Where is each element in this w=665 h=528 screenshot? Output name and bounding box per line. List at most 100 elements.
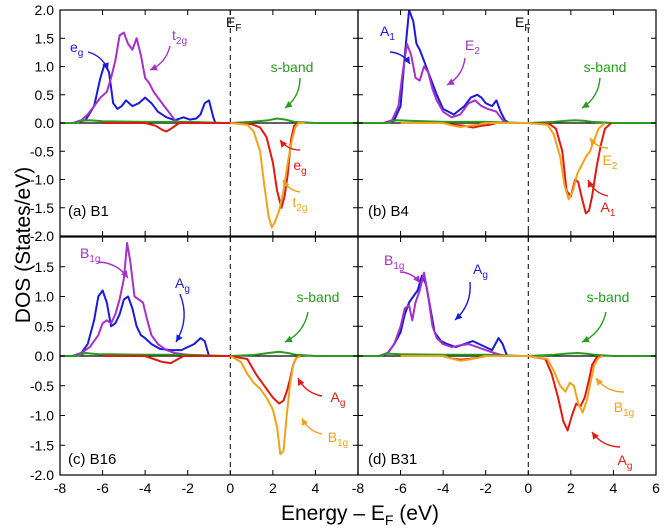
- arrow-head: [176, 334, 183, 342]
- series-a-1-down-: [400, 122, 612, 215]
- y-tick-label: -1.0: [30, 408, 54, 424]
- arrow-head: [455, 312, 463, 320]
- panel-1: -2.0 -1.5 -1.0 -0.5 0.0 0.5 1.0 1.5 2.0 (a) B1 eg t…: [30, 2, 359, 244]
- arrow-head: [280, 140, 287, 148]
- y-tick-label: -0.5: [30, 143, 54, 159]
- series-a-g: [72, 289, 210, 357]
- y-tick-label: 1.0: [35, 59, 55, 75]
- arrow-head: [587, 180, 595, 188]
- series-b-1g-down-: [400, 355, 604, 414]
- fermi-level-label: EF: [515, 14, 530, 34]
- x-axis-label: Energy – EF (eV): [281, 502, 439, 528]
- annotation-label: eg: [70, 39, 83, 59]
- annotation-label: Ag: [618, 452, 633, 472]
- y-tick-label: -1.5: [30, 200, 54, 216]
- x-tick-label: 0: [524, 480, 532, 496]
- series-t-2g: [72, 31, 197, 124]
- arrow-head: [596, 378, 603, 386]
- arrow-head: [298, 378, 305, 386]
- x-tick-label: -8: [54, 480, 67, 496]
- annotation-label: Ag: [473, 261, 488, 281]
- arrow-head: [590, 138, 597, 146]
- y-tick-label: -1.5: [30, 437, 54, 453]
- annotation-label: s-band: [584, 59, 627, 75]
- annotation-label: s-band: [297, 289, 340, 305]
- y-tick-label: -1.0: [30, 172, 54, 188]
- x-tick-label: -4: [139, 480, 152, 496]
- arrow-head: [403, 56, 410, 64]
- annotation-label: B1g: [328, 429, 348, 449]
- arrow-head: [283, 180, 290, 188]
- x-tick-label: -8: [352, 480, 365, 496]
- arrow-head: [447, 78, 455, 85]
- panel-3: -2.0 -1.5 -1.0 -0.5 0.0 0.5 1.0 1.5 -8 -6 -4 -2 0 2 4 (…: [30, 236, 359, 496]
- x-tick-label: -6: [394, 480, 407, 496]
- annotation-arrow: [581, 311, 607, 343]
- annotation-label: t2g: [292, 194, 307, 214]
- annotation-label: B1g: [80, 245, 100, 265]
- annotation-arrow: [301, 417, 323, 435]
- x-tick-label: 0: [226, 480, 234, 496]
- arrow-head: [582, 101, 590, 108]
- annotation-arrow: [149, 45, 171, 71]
- y-tick-label: 0.0: [35, 115, 55, 131]
- annotation-label: Ag: [175, 275, 190, 295]
- series-t-2g-down-: [230, 122, 305, 229]
- y-tick-label: -0.5: [30, 378, 54, 394]
- y-tick-label: 0.5: [35, 87, 55, 103]
- y-tick-label: 0.0: [35, 348, 55, 364]
- y-tick-label: 2.0: [35, 2, 55, 18]
- series-a-1: [383, 10, 510, 124]
- annotation-label: A1: [380, 23, 395, 43]
- annotation-label: B1g: [614, 399, 634, 419]
- y-tick-label: 1.5: [35, 30, 55, 46]
- series-e-2-down-: [400, 122, 606, 201]
- x-tick-label: -2: [479, 480, 492, 496]
- annotation-label: t2g: [172, 27, 187, 47]
- plot-layer: -2.0 -1.5 -1.0 -0.5 0.0 0.5 1.0 1.5 2.0 (a) B1 eg t…: [30, 2, 660, 496]
- series-a-g-down-: [400, 355, 602, 432]
- y-tick-label: -2.0: [30, 467, 54, 483]
- x-tick-label: 4: [312, 480, 320, 496]
- x-tick-label: -4: [437, 480, 450, 496]
- arrow-head: [285, 335, 293, 343]
- arrow-head: [102, 62, 109, 70]
- annotation-label: Ag: [331, 389, 346, 409]
- series-b-1g: [72, 242, 199, 357]
- annotation-label: E2: [465, 37, 480, 57]
- x-tick-label: 2: [567, 480, 575, 496]
- arrow-head: [121, 270, 128, 278]
- annotation-label: s-band: [271, 59, 314, 75]
- arrow-head: [285, 101, 293, 108]
- arrow-head: [301, 418, 309, 426]
- panel-label: (a) B1: [68, 203, 109, 220]
- y-tick-label: 1.5: [35, 259, 55, 275]
- x-tick-label: 2: [269, 480, 277, 496]
- x-tick-label: -6: [96, 480, 109, 496]
- annotation-arrow: [587, 179, 609, 197]
- series-b-1g: [378, 271, 508, 357]
- series-b-1g-down-: [229, 355, 301, 456]
- annotation-label: eg: [293, 157, 306, 177]
- panel-label: (c) B16: [68, 451, 116, 468]
- y-tick-label: 0.5: [35, 318, 55, 334]
- arrow-head: [592, 432, 599, 440]
- x-tick-label: 4: [610, 480, 618, 496]
- panel-2: (b) B4 A1 E2 s-band E2 A1: [357, 9, 657, 237]
- annotation-label: B1g: [384, 252, 404, 272]
- x-tick-label: 6: [652, 480, 660, 496]
- annotation-label: s-band: [587, 289, 630, 305]
- y-tick-label: 1.0: [35, 289, 55, 305]
- series-e-g-down-: [102, 122, 305, 209]
- panel-4: -8 -6 -4 -2 0 2 4 6 (d) B31 B1g Ag s-band B1g Ag: [352, 236, 660, 496]
- arrow-head: [582, 335, 590, 343]
- panel-label: (d) B31: [368, 451, 417, 468]
- annotation-label: E2: [603, 152, 618, 172]
- series-a-g-down-: [102, 355, 301, 405]
- x-tick-label: -2: [181, 480, 194, 496]
- y-tick-label: -2.0: [30, 228, 54, 244]
- panel-label: (b) B4: [368, 203, 409, 220]
- arrow-head: [150, 63, 158, 71]
- y-axis-label: DOS (States/eV): [12, 167, 35, 323]
- arrow-head: [413, 275, 420, 283]
